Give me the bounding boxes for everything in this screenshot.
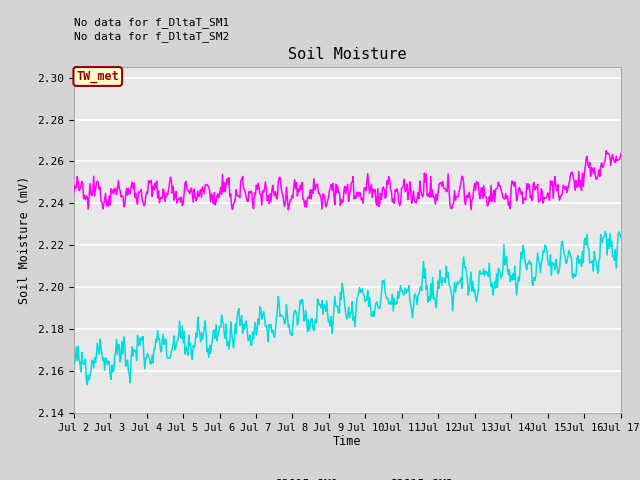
X-axis label: Time: Time: [333, 435, 362, 448]
Text: No data for f_DltaT_SM1: No data for f_DltaT_SM1: [74, 17, 229, 28]
Legend: CS615_SM1, CS615_SM2: CS615_SM1, CS615_SM2: [236, 472, 458, 480]
Text: No data for f_DltaT_SM2: No data for f_DltaT_SM2: [74, 31, 229, 42]
Y-axis label: Soil Moisture (mV): Soil Moisture (mV): [19, 176, 31, 304]
Text: TW_met: TW_met: [76, 70, 119, 83]
Title: Soil Moisture: Soil Moisture: [288, 47, 406, 62]
